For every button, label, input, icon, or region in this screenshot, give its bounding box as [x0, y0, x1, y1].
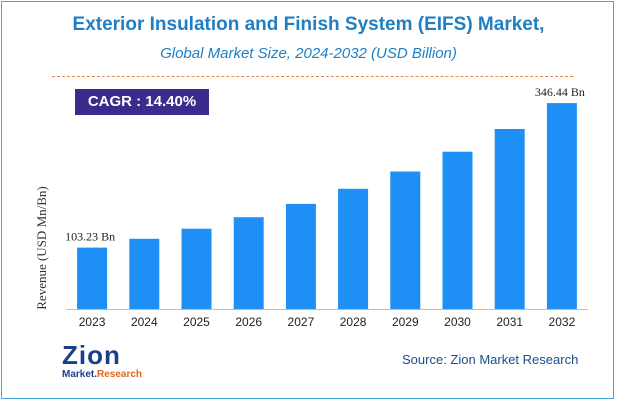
x-tick-label-2030: 2030	[444, 315, 471, 329]
bar-2024	[129, 238, 160, 309]
bar-2023	[77, 247, 108, 309]
title-divider	[52, 76, 573, 77]
data-label-2032: 346.44 Bn	[535, 85, 585, 99]
bar-2030	[442, 151, 473, 309]
x-tick-label-2026: 2026	[235, 315, 262, 329]
logo-sub-right: Research	[97, 369, 143, 380]
x-tick-label-2028: 2028	[340, 315, 367, 329]
bar-2026	[233, 217, 264, 309]
x-tick-label-2023: 2023	[79, 315, 106, 329]
bar-2031	[494, 129, 525, 309]
x-tick-label-2024: 2024	[131, 315, 158, 329]
logo-sub-text: Market.Research	[62, 369, 142, 380]
bar-2032	[546, 103, 577, 309]
bar-2029	[390, 171, 421, 309]
x-tick-label-2025: 2025	[183, 315, 210, 329]
x-tick-label-2032: 2032	[549, 315, 576, 329]
x-tick-label-2029: 2029	[392, 315, 419, 329]
zion-logo: Zion Market.Research	[62, 340, 162, 385]
chart-subtitle: Global Market Size, 2024-2032 (USD Billi…	[160, 45, 457, 62]
source-note: Source: Zion Market Research	[402, 352, 579, 367]
x-tick-label-2027: 2027	[288, 315, 315, 329]
logo-sub-left: Market.	[62, 369, 98, 380]
data-label-2023: 103.23 Bn	[65, 230, 115, 244]
cagr-badge: CAGR : 14.40%	[75, 89, 209, 115]
bar-2025	[181, 228, 212, 309]
logo-main-text: Zion	[62, 340, 121, 370]
chart-title: Exterior Insulation and Finish System (E…	[72, 14, 545, 35]
x-tick-label-2031: 2031	[496, 315, 523, 329]
bar-2027	[285, 203, 316, 309]
bar-2028	[338, 188, 369, 309]
